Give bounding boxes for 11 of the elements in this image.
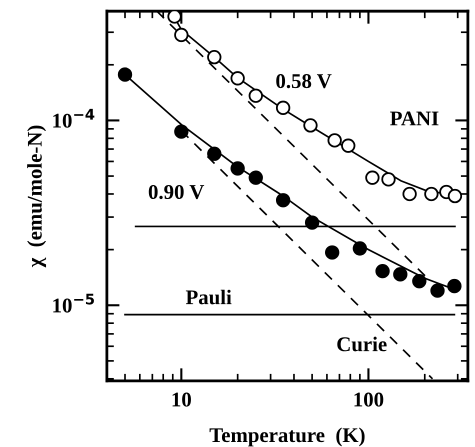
x-tick-label: 10 [172, 392, 191, 407]
x-axis-title: Temperature (K) [210, 428, 365, 446]
y-tick-label: 10$^{−4}$ [53, 108, 94, 128]
y-axis-title: χ (emu/mole-N) [27, 126, 46, 268]
annotation: 0.90 V [148, 184, 204, 200]
annotation: 0.58 V [276, 74, 332, 88]
annotation: PANI [390, 111, 438, 126]
annotation: Curie [337, 336, 387, 352]
y-tick-label: 10$^{−5}$ [53, 294, 94, 313]
annotation: Pauli [186, 290, 232, 304]
x-tick-label: 100 [354, 392, 384, 407]
